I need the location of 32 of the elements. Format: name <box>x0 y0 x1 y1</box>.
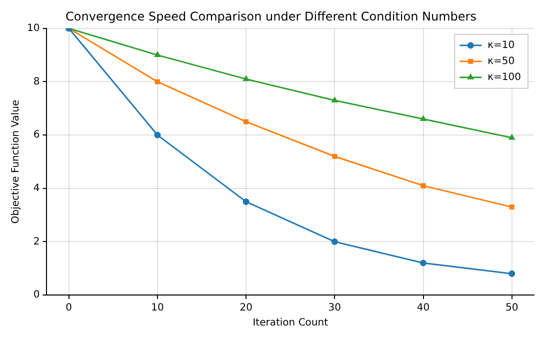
y-axis-title: Objective Function Value <box>10 100 22 224</box>
point <box>154 79 160 84</box>
point <box>332 154 338 159</box>
point <box>331 238 338 245</box>
point <box>509 204 514 210</box>
x-tick-label: 0 <box>66 302 72 314</box>
y-tick-label: 8 <box>33 76 40 88</box>
point <box>154 52 160 58</box>
point <box>508 134 515 140</box>
point <box>154 132 161 138</box>
y-tick-label: 4 <box>33 182 40 194</box>
y-tick-label: 0 <box>33 290 40 301</box>
y-tick-label: 10 <box>26 22 40 34</box>
y-tick-label: 6 <box>33 130 40 141</box>
x-tick-label: 20 <box>240 302 252 314</box>
x-tick-label: 30 <box>328 302 342 314</box>
point <box>420 183 426 188</box>
x-tick-label: 50 <box>505 302 518 314</box>
point <box>243 76 249 82</box>
point <box>420 116 426 122</box>
point <box>420 260 427 266</box>
point <box>242 198 250 205</box>
legend-label: κ=50 <box>488 56 515 67</box>
point <box>508 270 516 277</box>
legend-label: κ=100 <box>488 72 521 83</box>
x-tick-label: 40 <box>416 302 430 314</box>
x-axis-title: Iteration Count <box>252 318 328 329</box>
point <box>244 119 249 124</box>
x-tick-label: 10 <box>151 302 164 314</box>
y-tick-label: 2 <box>33 236 40 248</box>
legend-label: κ=10 <box>488 40 515 51</box>
chart-title: Convergence Speed Comparison under Different Condition Numbers <box>66 9 476 24</box>
